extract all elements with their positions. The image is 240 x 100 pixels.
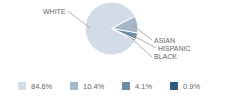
svg-text:0.9%: 0.9%	[183, 82, 200, 91]
svg-text:WHITE: WHITE	[43, 8, 66, 15]
svg-text:84.6%: 84.6%	[31, 82, 53, 91]
svg-text:ASIAN: ASIAN	[154, 37, 175, 44]
svg-text:4.1%: 4.1%	[135, 82, 152, 91]
svg-text:BLACK: BLACK	[154, 53, 177, 60]
svg-text:HISPANIC: HISPANIC	[158, 45, 191, 52]
svg-text:10.4%: 10.4%	[83, 82, 105, 91]
